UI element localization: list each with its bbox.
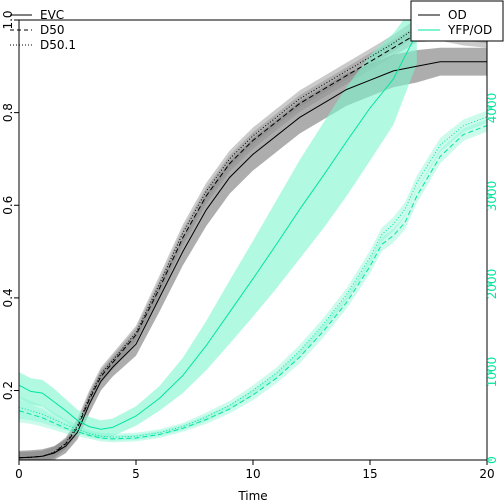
legend-label-d50: D50: [40, 23, 65, 37]
line-yfp-od-d50: [19, 125, 487, 440]
line-od-d50: [19, 33, 487, 459]
y-right-tick-label: 4000: [485, 93, 499, 124]
legend-groups: EVC D50 D50.1: [10, 8, 76, 52]
bands-layer: [19, 20, 487, 460]
line-od-evc: [19, 61, 487, 459]
y-right-tick-label: 0: [485, 456, 499, 464]
x-axis: 0 5 10 15 20: [15, 460, 495, 481]
y-left-tick-label: 1.0: [1, 10, 15, 29]
line-yfp-od-d50-1: [19, 116, 487, 438]
band-yfp-od-d50-1: [19, 110, 487, 441]
y-left-tick-label: 0.4: [1, 288, 15, 307]
x-axis-title: Time: [237, 489, 267, 503]
x-tick-label: 5: [132, 467, 140, 481]
y-left-tick-label: 0.2: [1, 381, 15, 400]
legend-measures: OD YFP/OD: [410, 0, 504, 42]
lines-layer: [19, 26, 487, 459]
legend-label-d50-1: D50.1: [40, 38, 76, 52]
legend-label-evc: EVC: [40, 8, 64, 22]
y-axis-left: 0.2 0.4 0.6 0.8 1.0: [1, 10, 19, 400]
legend-label-od: OD: [448, 8, 467, 22]
x-tick-label: 15: [362, 467, 377, 481]
line-yfp-od-evc: [19, 32, 418, 430]
y-right-tick-label: 1000: [485, 357, 499, 388]
legend-label-yfp: YFP/OD: [447, 23, 492, 37]
y-right-tick-label: 2000: [485, 269, 499, 300]
band-yfp-od-evc: [19, 20, 417, 438]
y-right-tick-label: 3000: [485, 181, 499, 212]
x-tick-label: 10: [245, 467, 260, 481]
band-yfp-od-d50: [19, 119, 487, 443]
x-tick-label: 0: [15, 467, 23, 481]
x-tick-label: 20: [479, 467, 494, 481]
legend-measures-box: [410, 0, 504, 42]
y-left-tick-label: 0.8: [1, 103, 15, 122]
y-left-tick-label: 0.6: [1, 196, 15, 215]
